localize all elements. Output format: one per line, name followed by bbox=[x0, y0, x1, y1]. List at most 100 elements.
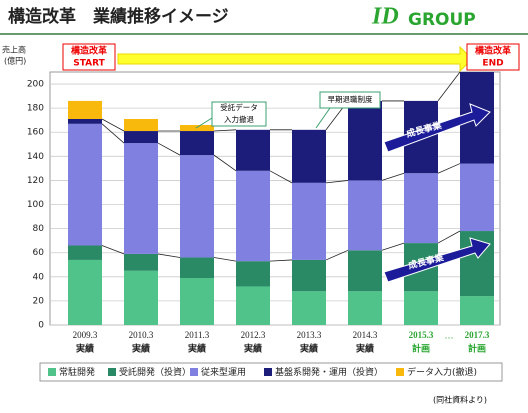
x-tick-label: 2012.3 bbox=[241, 330, 266, 340]
bar-segment bbox=[292, 129, 326, 183]
bar-segment bbox=[124, 143, 158, 254]
x-tick-note: 実績 bbox=[76, 343, 94, 355]
bar-segment bbox=[292, 182, 326, 260]
x-tick-note: 実績 bbox=[132, 343, 150, 355]
y-tick-label: 60 bbox=[33, 248, 45, 258]
bar-segment bbox=[124, 270, 158, 325]
bar-segment bbox=[124, 118, 158, 132]
bar-segment bbox=[292, 291, 326, 325]
connector bbox=[437, 71, 461, 102]
logo-text: GROUP bbox=[408, 10, 476, 30]
y-tick-label: 20 bbox=[33, 296, 45, 306]
bar-segment bbox=[180, 125, 214, 132]
y-tick-label: 80 bbox=[33, 224, 45, 234]
x-tick-label: 2013.3 bbox=[297, 330, 322, 340]
end-label: END bbox=[482, 59, 503, 69]
bar-segment bbox=[68, 100, 102, 119]
connector bbox=[157, 253, 181, 258]
callout-line bbox=[195, 117, 213, 129]
connector bbox=[213, 154, 237, 172]
y-axis-title: 売上高 bbox=[2, 45, 26, 55]
legend-swatch bbox=[108, 368, 116, 376]
connector bbox=[325, 180, 349, 184]
connector bbox=[437, 163, 461, 174]
connector bbox=[213, 257, 237, 262]
bar-segment bbox=[236, 286, 270, 325]
connector bbox=[381, 242, 405, 251]
bar-segment bbox=[292, 259, 326, 292]
legend-swatch bbox=[264, 368, 272, 376]
legend-swatch bbox=[396, 368, 404, 376]
connector bbox=[101, 245, 125, 255]
bar-segment bbox=[180, 278, 214, 325]
x-tick-label: 2009.3 bbox=[73, 330, 98, 340]
growth-arrow bbox=[383, 103, 491, 153]
bar-segment bbox=[180, 257, 214, 279]
bar-segment bbox=[124, 253, 158, 271]
start-box bbox=[62, 43, 116, 71]
bar-segment bbox=[236, 129, 270, 171]
bar-segment bbox=[180, 155, 214, 258]
x-tick-label: 2017.3 bbox=[465, 330, 490, 340]
x-tick-note: 計画 bbox=[468, 343, 486, 355]
x-tick-note: 実績 bbox=[300, 343, 318, 355]
bar-segment bbox=[460, 296, 494, 325]
legend-swatch bbox=[48, 368, 56, 376]
legend-label: 受託開発（投資） bbox=[119, 366, 191, 378]
annotation: 入力撤退 bbox=[224, 114, 254, 124]
x-tick-note: 実績 bbox=[356, 343, 374, 355]
connector bbox=[101, 118, 125, 132]
bar-segment bbox=[348, 100, 382, 181]
retire-box bbox=[319, 91, 381, 109]
logo-mark: ID bbox=[371, 4, 399, 30]
connector bbox=[269, 259, 293, 262]
gap-label: … bbox=[445, 332, 454, 342]
annotation: 受託データ bbox=[220, 102, 258, 112]
chart-title: 構造改革 業績推移イメージ bbox=[8, 6, 229, 27]
y-tick-label: 120 bbox=[27, 176, 44, 186]
x-tick-label: 2015.3 bbox=[409, 330, 434, 340]
y-tick-label: 100 bbox=[27, 200, 44, 210]
y-tick-label: 0 bbox=[38, 321, 44, 331]
legend: 常駐開発 受託開発（投資） 従来型運用 基盤系開発・運用（投資） データ入力(撤退) bbox=[48, 366, 477, 378]
bar-segment bbox=[68, 259, 102, 325]
x-tick-note: 実績 bbox=[188, 343, 206, 355]
bar-segment bbox=[124, 131, 158, 144]
bar-segment bbox=[68, 123, 102, 246]
connector bbox=[101, 123, 125, 144]
y-tick-label: 40 bbox=[33, 272, 45, 282]
bar-segment bbox=[404, 291, 438, 325]
start-label: START bbox=[73, 59, 105, 69]
y-axis-title: (億円) bbox=[4, 56, 26, 66]
connector bbox=[325, 249, 349, 261]
x-tick-label: 2011.3 bbox=[185, 330, 210, 340]
x-tick-note: 実績 bbox=[244, 343, 262, 355]
connector bbox=[157, 142, 181, 156]
legend-label: 常駐開発 bbox=[59, 366, 95, 378]
callout-line bbox=[315, 107, 331, 129]
legend-swatch bbox=[190, 368, 198, 376]
withdraw-box bbox=[211, 101, 267, 127]
bar-segment bbox=[180, 131, 214, 156]
connector bbox=[269, 170, 293, 184]
end-label: 構造改革 bbox=[475, 45, 511, 57]
bar-segment bbox=[348, 291, 382, 325]
y-tick-label: 200 bbox=[27, 80, 44, 90]
bar-segment bbox=[348, 180, 382, 251]
connector bbox=[213, 129, 237, 132]
bar-segment bbox=[68, 118, 102, 124]
transformation-arrow bbox=[117, 45, 473, 73]
end-box bbox=[466, 43, 520, 71]
legend-label: 従来型運用 bbox=[201, 366, 246, 378]
legend-label: 基盤系開発・運用（投資） bbox=[275, 366, 383, 378]
connector bbox=[437, 230, 461, 244]
y-tick-label: 160 bbox=[27, 128, 44, 138]
legend-label: データ入力(撤退) bbox=[407, 366, 477, 378]
source-note: (同社資料より) bbox=[433, 395, 487, 405]
bar-segment bbox=[460, 163, 494, 232]
start-label: 構造改革 bbox=[71, 45, 107, 57]
x-tick-note: 計画 bbox=[412, 343, 430, 355]
bar-segment bbox=[404, 173, 438, 244]
bar-segment bbox=[236, 261, 270, 287]
